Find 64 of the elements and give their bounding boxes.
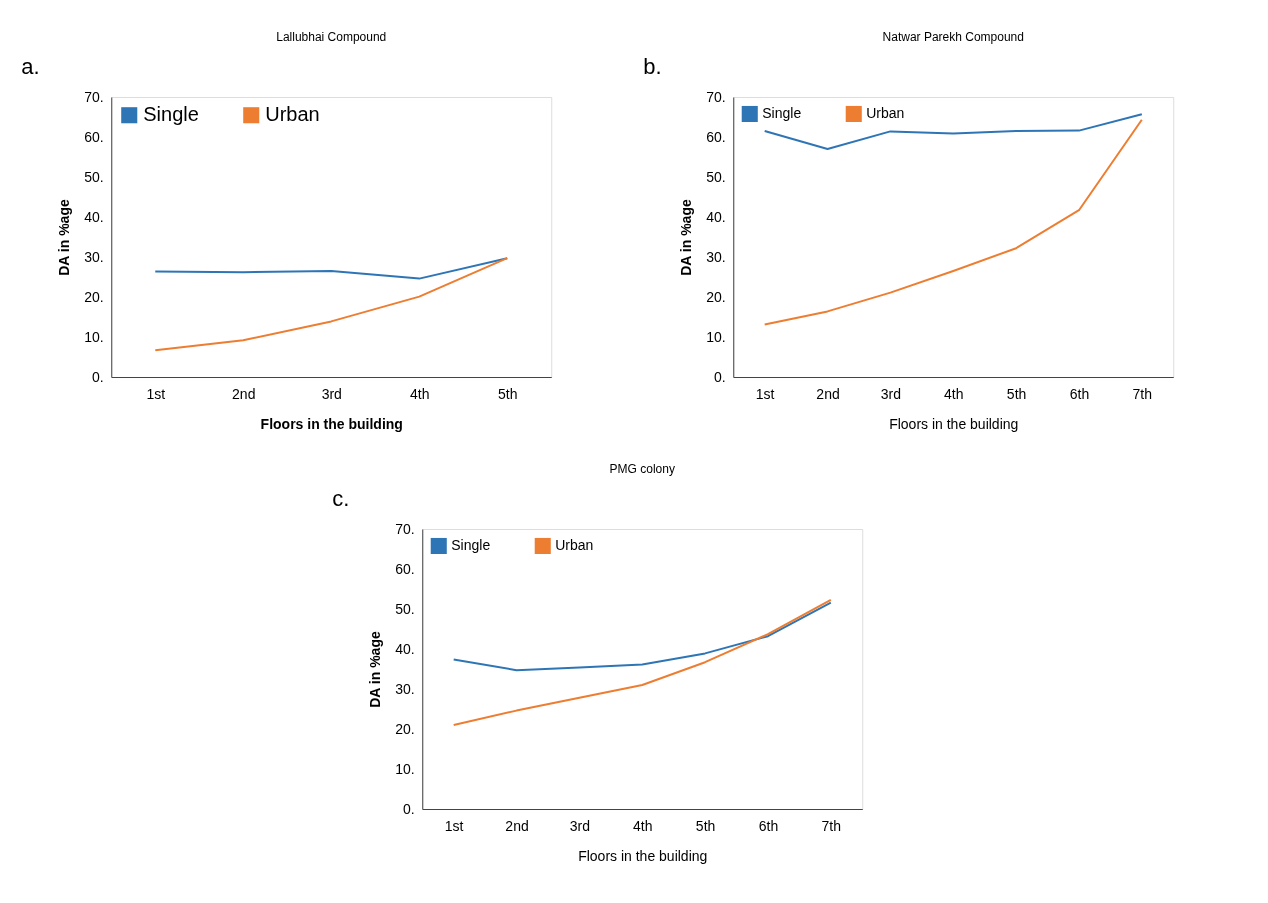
y-tick-label: 60. bbox=[84, 128, 104, 145]
x-tick-label: 2nd bbox=[816, 385, 840, 402]
y-tick-label: 70. bbox=[706, 88, 726, 105]
y-tick-label: 50. bbox=[395, 600, 415, 617]
y-tick-label: 30. bbox=[84, 248, 104, 265]
legend-label: Single bbox=[762, 104, 802, 121]
text: a. bbox=[21, 54, 40, 79]
y-tick-label: 10. bbox=[706, 328, 726, 345]
y-tick-label: 50. bbox=[84, 168, 104, 185]
y-tick-label: 70. bbox=[84, 88, 104, 105]
y-tick-label: 20. bbox=[84, 288, 104, 305]
y-tick-label: 60. bbox=[706, 128, 726, 145]
chart-title: Lallubhai Compound bbox=[276, 30, 387, 44]
legend-label: Urban bbox=[555, 536, 594, 553]
x-tick-label: 6th bbox=[1069, 385, 1090, 402]
legend-label: Single bbox=[143, 103, 199, 126]
x-tick-label: 1st bbox=[444, 817, 464, 834]
y-tick-label: 20. bbox=[706, 288, 726, 305]
text: b. bbox=[643, 54, 662, 79]
y-tick-label: 70. bbox=[395, 520, 415, 537]
y-tick-label: 50. bbox=[706, 168, 726, 185]
y-tick-label: 40. bbox=[706, 208, 726, 225]
x-tick-label: 1st bbox=[146, 385, 166, 402]
x-tick-label: 3rd bbox=[321, 385, 342, 402]
x-axis-title: Floors in the building bbox=[578, 847, 708, 864]
y-tick-label: 10. bbox=[395, 760, 415, 777]
y-tick-label: 0. bbox=[403, 800, 415, 817]
x-tick-label: 2nd bbox=[232, 385, 256, 402]
x-tick-label: 7th bbox=[1132, 385, 1153, 402]
legend-label: Single bbox=[451, 536, 491, 553]
line-series bbox=[452, 601, 832, 672]
y-tick-label: 10. bbox=[84, 328, 104, 345]
x-tick-label: 5th bbox=[498, 385, 518, 402]
line-series bbox=[452, 598, 832, 726]
y-tick-label: 40. bbox=[84, 208, 104, 225]
x-tick-label: 2nd bbox=[505, 817, 529, 834]
y-tick-label: 20. bbox=[395, 720, 415, 737]
legend-label: Urban bbox=[265, 103, 320, 126]
x-tick-label: 7th bbox=[821, 817, 842, 834]
x-tick-label: 6th bbox=[758, 817, 779, 834]
x-tick-label: 5th bbox=[1006, 385, 1027, 402]
y-axis-title: DA in %age bbox=[367, 631, 384, 708]
y-tick-label: 40. bbox=[395, 640, 415, 657]
x-axis-title: Floors in the building bbox=[260, 415, 403, 432]
y-axis-title: DA in %age bbox=[678, 199, 695, 276]
line-series bbox=[154, 257, 509, 352]
chart-title: Natwar Parekh Compound bbox=[882, 30, 1024, 44]
x-tick-label: 4th bbox=[410, 385, 430, 402]
x-tick-label: 3rd bbox=[880, 385, 902, 402]
y-tick-label: 60. bbox=[395, 560, 415, 577]
x-tick-label: 4th bbox=[633, 817, 653, 834]
y-tick-label: 0. bbox=[714, 368, 726, 385]
chart-title: PMG colony bbox=[609, 462, 675, 476]
x-tick-label: 5th bbox=[695, 817, 716, 834]
x-axis-title: Floors in the building bbox=[889, 415, 1019, 432]
x-tick-label: 4th bbox=[944, 385, 964, 402]
y-tick-label: 30. bbox=[395, 680, 415, 697]
y-axis-title: DA in %age bbox=[56, 199, 73, 276]
x-tick-label: 3rd bbox=[569, 817, 591, 834]
y-tick-label: 30. bbox=[706, 248, 726, 265]
text: c. bbox=[332, 486, 350, 511]
legend-label: Urban bbox=[866, 104, 905, 121]
x-tick-label: 1st bbox=[755, 385, 775, 402]
y-tick-label: 0. bbox=[92, 368, 104, 385]
